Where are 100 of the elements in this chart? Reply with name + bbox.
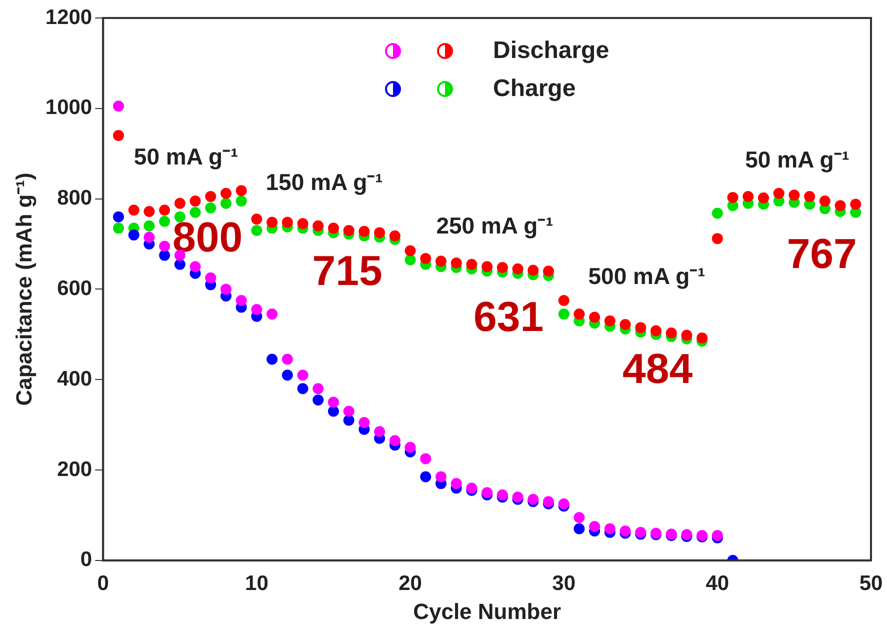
point bbox=[174, 211, 186, 222]
point bbox=[251, 224, 262, 236]
annotation: 150 mA g⁻¹ bbox=[266, 168, 383, 195]
point bbox=[496, 489, 508, 500]
annotation: 500 mA g⁻¹ bbox=[588, 263, 706, 290]
point bbox=[128, 229, 140, 240]
point bbox=[727, 192, 738, 203]
annotation: 767 bbox=[786, 230, 857, 278]
point bbox=[496, 262, 508, 274]
point bbox=[144, 220, 155, 232]
point bbox=[343, 414, 354, 426]
point bbox=[190, 196, 201, 207]
legend-label: Charge bbox=[493, 75, 576, 103]
point bbox=[712, 208, 723, 219]
point bbox=[450, 257, 462, 268]
point bbox=[788, 190, 800, 201]
x-tick-label: 40 bbox=[706, 572, 730, 595]
point bbox=[696, 332, 708, 344]
point bbox=[450, 478, 462, 490]
point bbox=[574, 308, 585, 320]
point bbox=[128, 204, 140, 216]
point bbox=[144, 232, 155, 243]
point bbox=[358, 417, 370, 428]
annotation: 800 bbox=[172, 213, 243, 260]
point bbox=[220, 284, 232, 295]
point bbox=[328, 406, 339, 417]
point bbox=[159, 250, 170, 261]
point bbox=[389, 435, 400, 446]
y-tick-label: 400 bbox=[57, 367, 92, 390]
point bbox=[512, 263, 524, 274]
point bbox=[358, 226, 370, 237]
point bbox=[159, 216, 170, 227]
point bbox=[328, 396, 339, 408]
annotation: 631 bbox=[474, 293, 544, 340]
point bbox=[236, 185, 247, 196]
point bbox=[604, 523, 616, 534]
point bbox=[420, 453, 432, 464]
y-tick-label: 1000 bbox=[45, 96, 92, 120]
point bbox=[220, 188, 232, 199]
point bbox=[251, 214, 262, 225]
point bbox=[819, 196, 830, 207]
point bbox=[834, 200, 846, 212]
point bbox=[220, 198, 232, 209]
annotation: 715 bbox=[312, 247, 382, 294]
annotation: 250 mA g⁻¹ bbox=[436, 212, 554, 239]
point bbox=[666, 328, 677, 339]
point bbox=[297, 370, 308, 381]
point bbox=[343, 224, 354, 236]
point bbox=[328, 222, 339, 234]
point bbox=[159, 240, 170, 252]
point bbox=[205, 272, 216, 284]
x-tick-label: 50 bbox=[859, 572, 883, 595]
annotation: 50 mA g⁻¹ bbox=[134, 143, 238, 170]
point bbox=[312, 220, 324, 232]
point bbox=[542, 266, 554, 277]
point bbox=[804, 191, 816, 202]
point bbox=[604, 315, 616, 326]
point bbox=[297, 218, 308, 230]
x-tick-label: 0 bbox=[97, 572, 109, 595]
point bbox=[112, 222, 124, 234]
point bbox=[620, 318, 631, 330]
point bbox=[773, 188, 784, 199]
point bbox=[435, 471, 446, 482]
point bbox=[681, 330, 692, 341]
point bbox=[282, 216, 293, 228]
point bbox=[404, 442, 416, 453]
point bbox=[850, 198, 862, 210]
point bbox=[404, 245, 416, 256]
point bbox=[558, 498, 570, 510]
point bbox=[312, 394, 324, 406]
y-tick-label: 1200 bbox=[45, 6, 92, 29]
y-tick-label: 800 bbox=[57, 186, 92, 210]
point bbox=[190, 206, 201, 218]
point bbox=[251, 304, 262, 316]
x-tick-label: 20 bbox=[398, 572, 422, 595]
annotation: 484 bbox=[622, 345, 694, 392]
point bbox=[482, 261, 493, 272]
point bbox=[758, 192, 769, 204]
point bbox=[589, 312, 600, 323]
point bbox=[266, 354, 278, 365]
point bbox=[190, 261, 201, 272]
point bbox=[312, 383, 324, 394]
point bbox=[635, 322, 646, 334]
point bbox=[574, 523, 585, 534]
point bbox=[558, 295, 570, 306]
point bbox=[205, 202, 216, 214]
point bbox=[282, 354, 293, 365]
point bbox=[742, 191, 754, 202]
y-tick-label: 0 bbox=[80, 548, 92, 572]
point bbox=[374, 227, 386, 238]
point bbox=[650, 325, 662, 336]
point bbox=[420, 252, 432, 264]
point bbox=[558, 308, 570, 320]
annotation: 50 mA g⁻¹ bbox=[745, 146, 850, 173]
x-tick-label: 30 bbox=[552, 572, 576, 595]
point bbox=[205, 191, 216, 202]
point bbox=[528, 494, 539, 505]
point bbox=[404, 254, 416, 266]
point bbox=[159, 204, 170, 216]
point bbox=[112, 211, 124, 222]
